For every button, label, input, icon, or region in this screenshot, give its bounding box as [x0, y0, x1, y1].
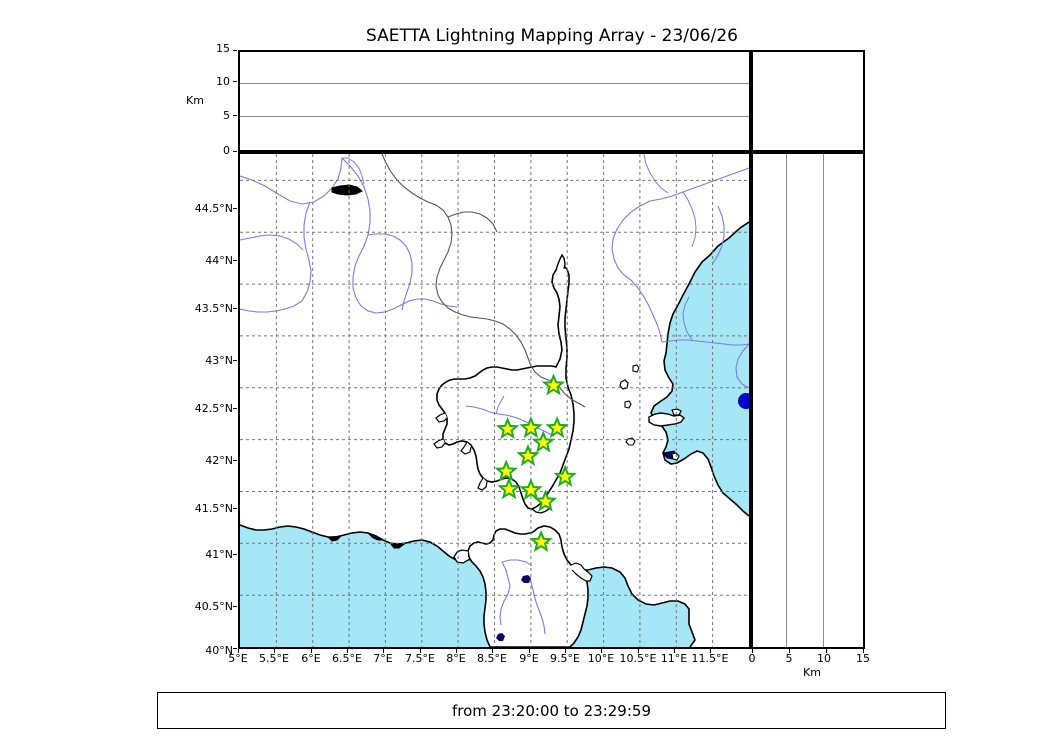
corner-panel [751, 50, 865, 152]
station-marker [519, 415, 543, 439]
source-marker [738, 393, 749, 409]
tickmark-lat-44 [233, 260, 237, 261]
tickmark-top-y-10 [233, 81, 237, 82]
xtick-lon-10: 10°E [587, 652, 615, 665]
xtick-lon-7: 7°E [373, 652, 393, 665]
ytick-top-0: 0 [223, 144, 230, 157]
xtick-lon-9.5: 9.5°E [550, 652, 580, 665]
tickmark-lat-41.5 [233, 508, 237, 509]
tickmark-top-y-15 [233, 50, 237, 51]
gridline-km-5 [786, 154, 787, 647]
station-marker [533, 489, 558, 512]
ytick-lat-40: 40°N [205, 644, 233, 657]
gridline-altitude-10 [240, 83, 749, 84]
tickmark-lon-7 [383, 649, 384, 653]
status-bar-text: from 23:20:00 to 23:29:59 [451, 701, 651, 720]
tickmark-lon-8 [456, 649, 457, 653]
tickmark-right-0 [752, 649, 753, 653]
geographic-map-panel[interactable] [238, 152, 751, 649]
tickmark-lat-40 [233, 648, 237, 649]
xtick-lon-10.5: 10.5°E [619, 652, 657, 665]
station-marker [497, 477, 521, 500]
tickmark-lon-5.5 [274, 649, 275, 653]
tickmark-lon-6 [311, 649, 312, 653]
ytick-top-10: 10 [216, 75, 230, 88]
altitude-latitude-panel[interactable] [751, 152, 865, 649]
tickmark-lat-42.5 [233, 408, 237, 409]
xtick-lon-5.5: 5.5°E [259, 652, 289, 665]
tickmark-lon-10.5 [638, 649, 639, 653]
tickmark-top-y-0 [233, 151, 237, 152]
station-marker [545, 415, 569, 439]
tickmark-right-15 [863, 649, 864, 653]
gridline-km-10 [823, 154, 824, 647]
xtick-lon-11.5: 11.5°E [691, 652, 729, 665]
ytick-lat-44: 44°N [205, 254, 233, 267]
xtick-lon-6.5: 6.5°E [332, 652, 362, 665]
xtick-lon-8.5: 8.5°E [477, 652, 507, 665]
tickmark-right-5 [789, 649, 790, 653]
xtick-right-15: 15 [856, 652, 870, 665]
ytick-lat-44.5: 44.5°N [194, 202, 233, 215]
tickmark-lat-43 [233, 360, 237, 361]
tickmark-lon-11.5 [710, 649, 711, 653]
xtick-lon-5: 5°E [228, 652, 248, 665]
status-bar: from 23:20:00 to 23:29:59 [157, 692, 946, 729]
page-title: SAETTA Lightning Mapping Array - 23/06/2… [366, 26, 738, 46]
xtick-right-10: 10 [817, 652, 831, 665]
tickmark-lon-9 [529, 649, 530, 653]
tickmark-lat-42 [233, 460, 237, 461]
station-markers [494, 373, 577, 553]
ytick-lat-42: 42°N [205, 454, 233, 467]
xtick-right-0: 0 [748, 652, 756, 665]
ytick-lat-43: 43°N [205, 354, 233, 367]
xtick-right-5: 5 [785, 652, 793, 665]
top-panel-axis-label-km: Km [186, 94, 204, 107]
station-marker [516, 443, 540, 467]
tickmark-lon-11 [674, 649, 675, 653]
ytick-lat-41.5: 41.5°N [194, 502, 233, 515]
tickmark-lon-7.5 [420, 649, 421, 653]
ytick-top-5: 5 [223, 109, 230, 122]
tickmark-lon-5 [238, 649, 239, 653]
tickmark-lat-41 [233, 554, 237, 555]
tickmark-right-10 [826, 649, 827, 653]
station-marker [519, 478, 543, 501]
ytick-lat-40.5: 40.5°N [194, 600, 233, 613]
tickmark-lat-43.5 [233, 308, 237, 309]
map-graphic [240, 154, 749, 647]
ytick-lat-43.5: 43.5°N [194, 302, 233, 315]
tickmark-lon-10 [601, 649, 602, 653]
station-marker [541, 373, 566, 396]
tickmark-lat-44.5 [233, 208, 237, 209]
xtick-lon-7.5: 7.5°E [405, 652, 435, 665]
tickmark-lon-9.5 [565, 649, 566, 653]
tickmark-lat-40.5 [233, 606, 237, 607]
ytick-top-15: 15 [216, 42, 230, 55]
ytick-lat-42.5: 42.5°N [194, 402, 233, 415]
ytick-lat-41: 41°N [205, 548, 233, 561]
xtick-lon-11: 11°E [660, 652, 688, 665]
station-marker [495, 416, 520, 440]
station-marker [529, 529, 553, 553]
station-marker [531, 430, 555, 453]
gridline-altitude-5 [240, 116, 749, 117]
xtick-lon-8: 8°E [446, 652, 466, 665]
right-panel-axis-label-km: Km [803, 666, 821, 679]
xtick-lon-9: 9°E [519, 652, 539, 665]
tickmark-lon-6.5 [347, 649, 348, 653]
longitude-altitude-panel[interactable] [238, 50, 751, 152]
tickmark-lon-8.5 [492, 649, 493, 653]
station-marker [553, 464, 577, 487]
tickmark-top-y-5 [233, 115, 237, 116]
xtick-lon-6: 6°E [301, 652, 321, 665]
station-marker [494, 459, 518, 482]
